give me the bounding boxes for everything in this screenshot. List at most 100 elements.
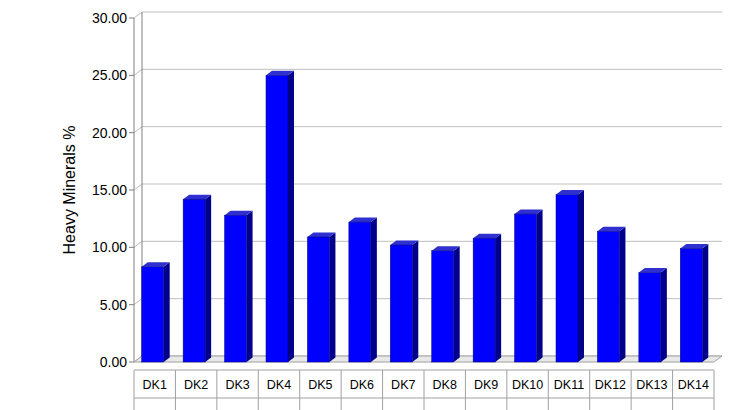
bar-top — [473, 234, 501, 239]
table-divider — [424, 370, 425, 410]
bar-top — [432, 246, 460, 251]
grid-line — [134, 241, 722, 247]
tick-label: 15.00 — [92, 182, 127, 198]
bar — [639, 268, 667, 362]
table-divider — [341, 370, 342, 410]
bar-side — [371, 218, 377, 362]
category-label: DK13 — [636, 378, 667, 392]
table-divider — [175, 370, 176, 410]
grid-line — [134, 12, 722, 18]
y-axis-label: Heavy Minerals % — [61, 126, 78, 255]
bar-front — [680, 248, 702, 362]
bar-front — [349, 222, 371, 362]
bar-front — [556, 195, 578, 362]
bar — [390, 241, 418, 362]
bar — [432, 246, 460, 362]
category-label: DK11 — [554, 378, 584, 392]
bar-side — [329, 233, 335, 362]
table-divider — [465, 370, 466, 410]
category-label: DK7 — [391, 378, 415, 392]
bar-front — [473, 238, 495, 362]
category-label: DK10 — [512, 378, 543, 392]
category-label: DK5 — [308, 378, 332, 392]
table-divider — [258, 370, 259, 410]
bar — [307, 233, 335, 362]
bar-side — [205, 195, 211, 362]
grid-line — [134, 69, 722, 75]
tick-label: 5.00 — [100, 297, 127, 313]
bar-side — [537, 210, 543, 362]
category-label: DK1 — [143, 378, 167, 392]
bars — [142, 71, 709, 362]
grid-line — [134, 356, 722, 362]
grid-line — [134, 299, 722, 305]
bar-front — [639, 273, 661, 362]
bar-front — [432, 251, 454, 362]
tick-label: 0.00 — [100, 354, 127, 370]
category-label: DK2 — [184, 378, 208, 392]
bar-side — [578, 190, 584, 362]
table-divider — [382, 370, 383, 410]
bar-front — [390, 245, 412, 362]
bar-top — [142, 262, 170, 267]
table-divider — [134, 370, 135, 410]
category-label: DK8 — [433, 378, 457, 392]
table-divider — [506, 370, 507, 410]
tick-mark — [129, 132, 134, 133]
tick-label: 30.00 — [92, 10, 127, 26]
bar-side — [702, 244, 708, 362]
grid-line — [134, 127, 722, 133]
tick-mark — [129, 247, 134, 248]
table-divider — [589, 370, 590, 410]
bar — [225, 211, 253, 362]
bar — [183, 195, 211, 362]
bar-top — [597, 227, 625, 232]
bar-side — [247, 211, 253, 362]
bar-front — [597, 231, 619, 362]
bar-front — [225, 215, 247, 362]
bar-top — [680, 244, 708, 249]
category-label: DK6 — [350, 378, 374, 392]
bar-front — [515, 214, 537, 362]
tick-label: 20.00 — [92, 125, 127, 141]
bar-front — [307, 237, 329, 362]
bar — [556, 190, 584, 362]
bar-top — [349, 218, 377, 223]
bar-top — [556, 190, 584, 195]
floor — [134, 356, 722, 362]
bar-top — [307, 233, 335, 238]
bar-front — [142, 267, 164, 362]
chart: 0.005.0010.0015.0020.0025.0030.00Heavy M… — [0, 0, 732, 410]
bar-top — [390, 241, 418, 246]
bar-side — [619, 227, 625, 362]
bar-top — [183, 195, 211, 200]
tick-mark — [129, 18, 134, 19]
table-divider — [714, 370, 715, 410]
bar-top — [639, 268, 667, 273]
bar-front — [183, 199, 205, 362]
category-label: DK14 — [678, 378, 709, 392]
grid-line — [134, 184, 722, 190]
tick-mark — [129, 190, 134, 191]
table-divider — [216, 370, 217, 410]
category-label: DK3 — [225, 378, 249, 392]
category-label: DK12 — [595, 378, 626, 392]
bar-side — [164, 262, 170, 362]
table-divider — [299, 370, 300, 410]
bar — [349, 218, 377, 362]
bar — [515, 210, 543, 362]
bar-front — [266, 75, 288, 362]
bar-side — [661, 268, 667, 362]
category-label: DK4 — [267, 378, 291, 392]
bar-top — [225, 211, 253, 216]
bar — [266, 71, 294, 362]
bar — [680, 244, 708, 362]
bar-top — [266, 71, 294, 76]
tick-mark — [129, 304, 134, 305]
bar-side — [454, 246, 460, 362]
table-divider — [672, 370, 673, 410]
category-label: DK9 — [474, 378, 498, 392]
bar — [597, 227, 625, 362]
bar-top — [515, 210, 543, 215]
bar-side — [412, 241, 418, 362]
